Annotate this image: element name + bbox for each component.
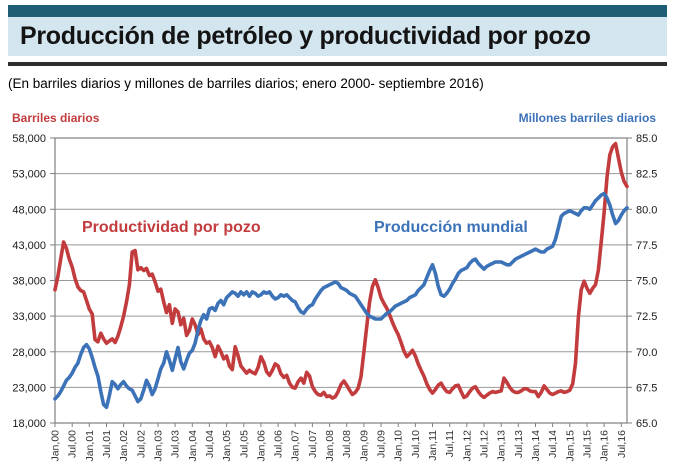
left-axis-tick-label: 48,000 (12, 204, 46, 216)
right-axis-tick-label: 72.5 (636, 311, 657, 323)
x-axis-tick-label: Jan,07 (290, 430, 302, 462)
productividad-por-pozo-line (53, 141, 629, 400)
left-axis-tick-label: 43,000 (12, 240, 46, 252)
x-axis-tick-label: Jul,08 (341, 430, 353, 458)
right-axis-tick-label: 67.5 (636, 382, 657, 394)
x-axis-tick-label: Jan,08 (324, 430, 336, 462)
right-axis-tick-label: 85.0 (636, 133, 657, 145)
x-axis-tick-label: Jul,09 (376, 430, 388, 458)
x-axis-tick-label: Jul,00 (67, 430, 79, 458)
x-axis-tick-label: Jul,12 (479, 430, 491, 458)
x-axis-tick-label: Jul,02 (135, 430, 147, 458)
x-axis-tick-label: Jul,04 (204, 430, 216, 458)
left-axis-tick-label: 23,000 (12, 382, 46, 394)
x-axis-tick-label: Jul,16 (616, 430, 628, 458)
page-title: Producción de petróleo y productividad p… (20, 22, 591, 50)
x-axis-tick-label: Jan,14 (530, 430, 542, 462)
x-axis-tick-label: Jul,03 (170, 430, 182, 458)
x-axis-tick-label: Jul,05 (238, 430, 250, 458)
title-band: Producción de petróleo y productividad p… (8, 17, 667, 56)
right-axis-tick-label: 82.5 (636, 169, 657, 181)
left-axis-tick-label: 33,000 (12, 311, 46, 323)
left-axis-title: Barriles diarios (12, 111, 100, 125)
x-axis-tick-label: Jul,14 (547, 430, 559, 458)
left-axis-tick-label: 58,000 (12, 133, 46, 145)
x-axis-tick-label: Jan,00 (50, 430, 62, 462)
x-axis-tick-label: Jul,15 (582, 430, 594, 458)
right-axis-title: Millones barriles diarios (519, 111, 657, 125)
x-axis-tick-label: Jan,10 (393, 430, 405, 462)
x-axis-tick-label: Jan,12 (461, 430, 473, 462)
x-axis-tick-label: Jan,09 (358, 430, 370, 462)
x-axis-tick-label: Jan,13 (496, 430, 508, 462)
header-accent-bar (8, 5, 667, 17)
x-axis-tick-label: Jul,06 (273, 430, 285, 458)
header-divider (8, 62, 667, 66)
produccion-series-label: Producción mundial (374, 219, 528, 236)
x-axis-tick-label: Jan,05 (221, 430, 233, 462)
x-axis-tick-label: Jan,15 (564, 430, 576, 462)
chart-subtitle: (En barriles diarios y millones de barri… (8, 76, 484, 91)
right-axis-tick-label: 77.5 (636, 240, 657, 252)
x-axis-tick-label: Jul,11 (444, 430, 456, 457)
x-axis-tick-label: Jul,01 (101, 430, 113, 458)
right-axis-tick-label: 65.0 (636, 418, 657, 430)
x-axis-tick-label: Jul,10 (410, 430, 422, 458)
right-axis-tick-label: 70.0 (636, 347, 657, 359)
left-axis-tick-label: 38,000 (12, 276, 46, 288)
left-axis-tick-label: 53,000 (12, 169, 46, 181)
produccion-mundial-line (53, 191, 629, 410)
right-axis-tick-label: 75.0 (636, 276, 657, 288)
x-axis-tick-label: Jul,07 (307, 430, 319, 458)
x-axis-tick-label: Jan,06 (255, 430, 267, 462)
x-axis-tick-label: Jan,01 (84, 430, 96, 462)
x-axis-tick-label: Jan,11 (427, 430, 439, 461)
x-axis-tick-label: Jan,04 (187, 430, 199, 462)
left-axis-tick-label: 18,000 (12, 418, 46, 430)
x-axis-tick-label: Jan,16 (599, 430, 611, 462)
x-axis-tick-label: Jul,13 (513, 430, 525, 458)
productividad-series-label: Productividad por pozo (82, 219, 261, 236)
left-axis-tick-label: 28,000 (12, 347, 46, 359)
x-axis-tick-label: Jan,02 (118, 430, 130, 462)
right-axis-tick-label: 80.0 (636, 204, 657, 216)
x-axis-tick-label: Jan,03 (153, 430, 165, 462)
plot-frame (54, 137, 628, 424)
